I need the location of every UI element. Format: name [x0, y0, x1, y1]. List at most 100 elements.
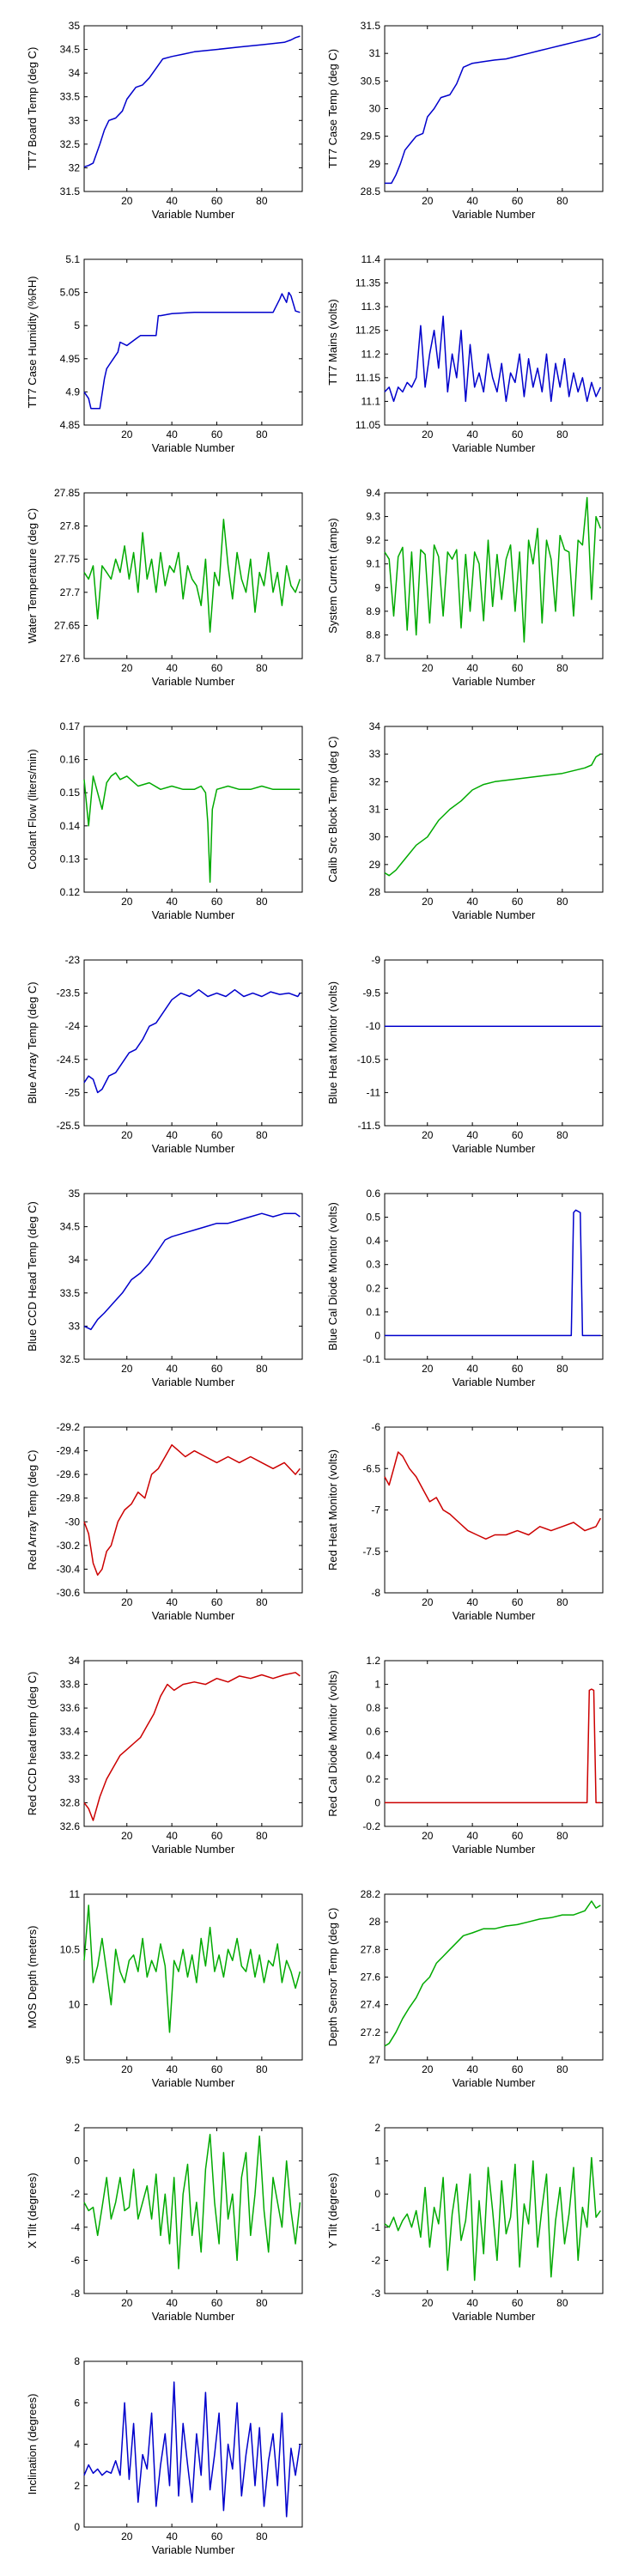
x-tick-label: 80 [256, 1363, 268, 1375]
y-axis-label: Red Array Temp (deg C) [26, 1450, 39, 1571]
y-tick-label: -24.5 [57, 1054, 81, 1066]
x-tick-label: 20 [121, 896, 133, 908]
x-axis-label: Variable Number [453, 1142, 536, 1155]
y-tick-label: -0.1 [362, 1353, 380, 1365]
y-tick-label: -30.2 [57, 1540, 81, 1552]
chart-panel-18: 20 40 60 80 27 27.2 27.4 27.6 27.8 28 28.2 Variable… [326, 1888, 604, 2089]
y-tick-label: 4.9 [65, 386, 80, 398]
y-tick-label: -30.4 [57, 1563, 81, 1575]
y-tick-label: 0.4 [366, 1749, 380, 1761]
x-tick-label: 20 [422, 1830, 434, 1842]
y-tick-label: 6 [74, 2397, 80, 2409]
y-tick-label: 0.16 [60, 754, 81, 766]
x-tick-label: 60 [512, 1363, 524, 1375]
x-tick-label: 40 [466, 1830, 478, 1842]
x-tick-label: 20 [422, 1363, 434, 1375]
y-axis-label: X Tilt (degrees) [26, 2172, 39, 2248]
y-tick-label: -10.5 [357, 1054, 381, 1066]
plot-frame [384, 25, 604, 192]
y-tick-label: 33 [69, 114, 81, 126]
plot-frame [384, 492, 604, 659]
y-tick-label: 34 [69, 1655, 81, 1667]
y-axis-label: Red Heat Monitor (volts) [326, 1449, 339, 1571]
y-tick-label: 0 [74, 2521, 80, 2533]
y-tick-label: 27.6 [361, 1971, 381, 1984]
x-axis-label: Variable Number [152, 1376, 235, 1388]
plot-frame [83, 25, 303, 192]
data-series-line [83, 519, 301, 633]
y-tick-label: 33 [69, 1320, 81, 1332]
x-tick-label: 60 [211, 662, 223, 674]
x-tick-label: 60 [512, 662, 524, 674]
y-tick-label: 35 [69, 20, 81, 32]
y-tick-label: 11.25 [355, 325, 380, 337]
y-tick-label: -9 [371, 954, 380, 966]
x-axis-label: Variable Number [152, 2543, 235, 2556]
y-axis-label: Blue Array Temp (deg C) [26, 981, 39, 1103]
data-series-line [385, 33, 601, 185]
y-tick-label: 0.1 [366, 1306, 380, 1318]
y-axis-label: Blue Cal Diode Monitor (volts) [326, 1202, 339, 1351]
x-tick-label: 20 [121, 2297, 133, 2309]
x-tick-label: 60 [211, 896, 223, 908]
x-tick-label: 20 [422, 662, 434, 674]
y-axis-label: TT7 Case Temp (deg C) [326, 49, 339, 168]
y-tick-label: 32.5 [60, 1353, 81, 1365]
y-tick-label: 8.9 [366, 605, 380, 617]
x-tick-label: 20 [422, 428, 434, 440]
y-tick-label: 4.85 [60, 419, 81, 431]
plot-frame [83, 2127, 303, 2294]
y-tick-label: 0.14 [60, 820, 81, 832]
data-series-line [83, 1212, 301, 1331]
x-tick-label: 40 [166, 662, 178, 674]
chart-panel-20: 20 40 60 80 -3 -2 -1 0 1 2 Variable Number Y Tilt (… [326, 2122, 604, 2323]
y-tick-label: 33 [369, 748, 381, 760]
plot-frame [384, 959, 604, 1127]
x-axis-label: Variable Number [453, 675, 536, 688]
x-tick-label: 20 [121, 1830, 133, 1842]
x-tick-label: 80 [256, 195, 268, 207]
x-tick-label: 40 [166, 1363, 178, 1375]
y-tick-label: 11.15 [355, 372, 380, 384]
x-axis-label: Variable Number [152, 675, 235, 688]
x-tick-label: 80 [256, 2063, 268, 2075]
y-tick-label: 32.8 [60, 1796, 81, 1808]
plot-frame [83, 258, 303, 426]
x-tick-label: 20 [121, 662, 133, 674]
y-tick-label: 27.85 [54, 487, 80, 499]
y-tick-label: -6.5 [362, 1462, 380, 1474]
y-tick-label: 11.05 [355, 419, 380, 431]
y-tick-label: 8 [74, 2355, 80, 2367]
y-tick-label: -29.8 [57, 1492, 81, 1504]
y-tick-label: 11.3 [361, 301, 381, 313]
y-tick-label: 0.2 [366, 1282, 380, 1294]
y-tick-label: 2 [74, 2122, 80, 2134]
chart-panel-3: 20 40 60 80 4.85 4.9 4.95 5 5.05 5.1 Variable Numb… [26, 253, 303, 454]
y-tick-label: 28 [369, 1916, 381, 1928]
y-tick-label: 30 [369, 103, 381, 115]
y-tick-label: 27.7 [60, 586, 81, 598]
y-tick-label: -6 [70, 2254, 80, 2266]
data-series-line [384, 496, 602, 643]
y-tick-label: 31.5 [361, 20, 381, 32]
x-tick-label: 60 [211, 1596, 223, 1608]
chart-panel-17: 20 40 60 80 9.5 10 10.5 11 Variable Number MOS De… [26, 1888, 303, 2089]
chart-panel-7: 20 40 60 80 0.12 0.13 0.14 0.15 0.16 0.17 Variable… [26, 720, 303, 921]
y-tick-label: 9.1 [366, 558, 380, 570]
y-tick-label: 31 [369, 47, 381, 59]
x-tick-label: 60 [211, 1129, 223, 1141]
y-tick-label: 28 [369, 886, 381, 898]
y-axis-label: System Current (amps) [326, 518, 339, 633]
y-tick-label: 0.6 [366, 1188, 380, 1200]
y-tick-label: 4 [74, 2439, 80, 2451]
x-tick-label: 20 [422, 1596, 434, 1608]
y-axis-label: Depth Sensor Temp (deg C) [326, 1908, 339, 2047]
x-tick-label: 20 [121, 1363, 133, 1375]
y-tick-label: 27.6 [60, 653, 81, 665]
y-axis-label: Inclination (degrees) [26, 2394, 39, 2495]
x-tick-label: 80 [556, 896, 568, 908]
x-axis-label: Variable Number [152, 208, 235, 221]
x-tick-label: 40 [466, 2063, 478, 2075]
chart-panel-14: 20 40 60 80 -8 -7.5 -7 -6.5 -6 Variable Number Red… [326, 1421, 604, 1622]
